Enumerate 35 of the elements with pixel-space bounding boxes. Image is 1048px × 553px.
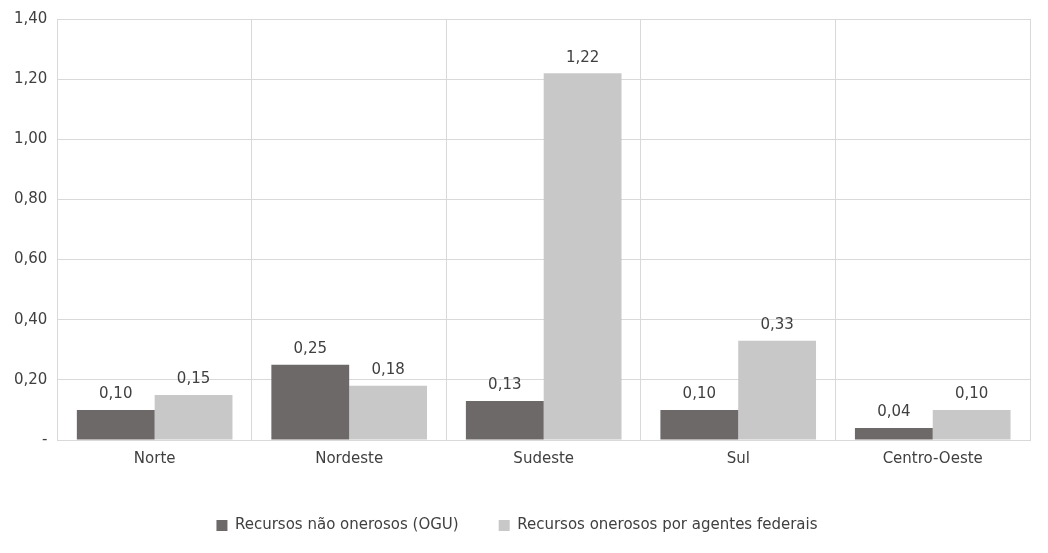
y-tick-label: 0,40: [13, 309, 48, 328]
x-tick-label: Nordeste: [315, 448, 384, 467]
bar: [738, 340, 817, 440]
y-tick-label: -: [41, 429, 48, 448]
y-tick-label: 1,20: [13, 69, 48, 88]
x-tick-label: Norte: [133, 448, 176, 467]
data-label: 0,10: [954, 384, 989, 403]
bar: [854, 427, 933, 440]
y-tick-label: 1,00: [13, 129, 48, 148]
legend-label: Recursos não onerosos (OGU): [234, 515, 459, 534]
bar: [76, 409, 155, 440]
y-tick-label: 0,80: [13, 189, 48, 208]
data-label: 0,18: [371, 360, 405, 379]
y-tick-label: 1,40: [13, 8, 48, 27]
x-tick-label: Sul: [726, 448, 750, 467]
bar: [543, 73, 622, 440]
bar: [660, 409, 739, 440]
bar: [349, 385, 427, 440]
bar: [271, 364, 350, 440]
data-label: 0,10: [682, 384, 717, 403]
bar: [932, 409, 1011, 440]
y-tick-label: 0,20: [13, 369, 48, 388]
data-label: 0,25: [293, 339, 327, 358]
data-label: 0,04: [877, 402, 911, 421]
data-label: 0,10: [99, 384, 133, 403]
legend-label: Recursos onerosos por agentes federais: [517, 515, 818, 534]
bar: [154, 394, 233, 440]
data-label: 0,15: [176, 369, 211, 388]
x-tick-label: Sudeste: [513, 448, 575, 467]
data-label: 0,33: [760, 315, 794, 334]
bar: [465, 400, 544, 440]
data-label: 1,22: [565, 47, 600, 66]
y-tick-label: 0,60: [13, 249, 48, 268]
x-tick-label: Centro-Oeste: [882, 448, 983, 467]
data-label: 0,13: [488, 375, 522, 394]
